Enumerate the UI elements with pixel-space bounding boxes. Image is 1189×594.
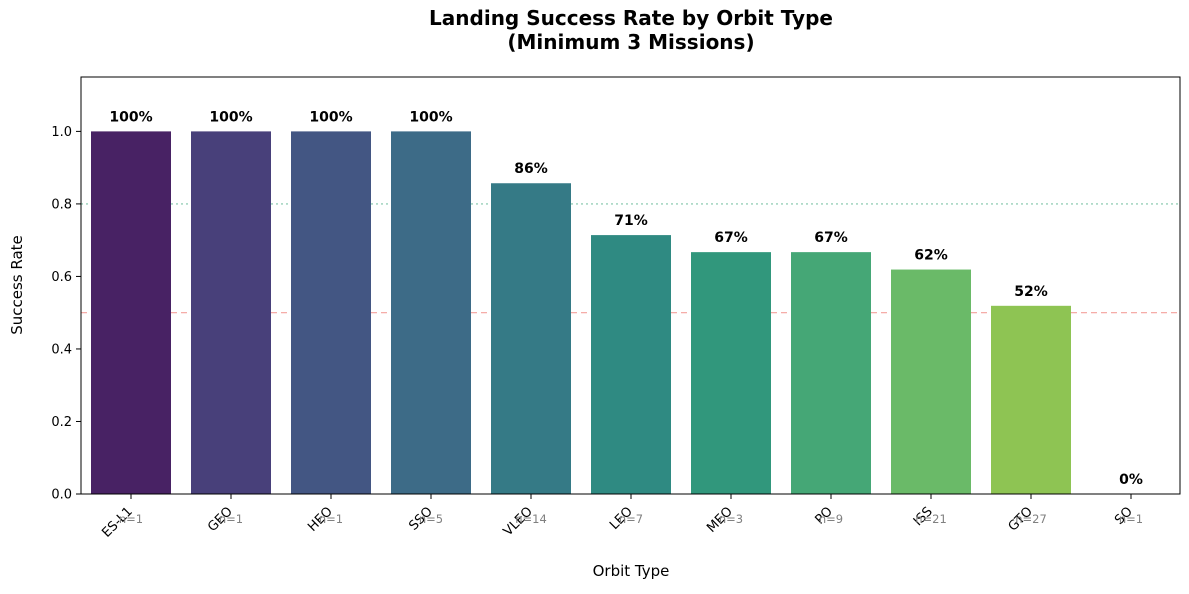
bar-vleo[interactable]	[491, 183, 571, 494]
mission-count-label: n=5	[419, 512, 443, 526]
mission-count-label: n=3	[719, 512, 743, 526]
bar-meo[interactable]	[691, 252, 771, 494]
bar-leo[interactable]	[591, 235, 671, 494]
bar-iss[interactable]	[891, 269, 971, 494]
mission-count-label: n=9	[819, 512, 843, 526]
y-axis-label: Success Rate	[8, 235, 26, 335]
mission-count-label: n=1	[119, 512, 143, 526]
bar-po[interactable]	[791, 252, 871, 494]
bar-value-label: 71%	[614, 213, 648, 229]
y-tick-label: 0.6	[51, 270, 72, 285]
bar-value-label: 67%	[814, 230, 848, 246]
y-tick-label: 0.8	[51, 197, 72, 212]
mission-count-label: n=1	[1119, 512, 1143, 526]
y-tick-label: 0.4	[51, 342, 72, 357]
chart-title-line1: Landing Success Rate by Orbit Type	[429, 6, 833, 30]
bar-value-label: 100%	[209, 109, 252, 125]
y-tick-label: 1.0	[51, 125, 72, 140]
bar-value-label: 86%	[514, 161, 548, 177]
bar-value-label: 67%	[714, 230, 748, 246]
bar-sso[interactable]	[391, 131, 471, 495]
bar-es-l1[interactable]	[91, 131, 171, 495]
mission-count-label: n=1	[319, 512, 343, 526]
bar-heo[interactable]	[291, 131, 371, 495]
mission-count-label: n=27	[1015, 512, 1047, 526]
chart-title-line2: (Minimum 3 Missions)	[507, 30, 754, 54]
bar-gto[interactable]	[991, 305, 1071, 494]
mission-count-label: n=7	[619, 512, 643, 526]
bar-value-label: 100%	[109, 109, 152, 125]
bar-value-label: 52%	[1014, 284, 1048, 300]
bar-value-label: 0%	[1119, 472, 1143, 488]
bar-value-label: 62%	[914, 248, 948, 264]
mission-count-label: n=21	[915, 512, 947, 526]
bar-geo[interactable]	[191, 131, 271, 495]
x-axis-label: Orbit Type	[593, 562, 670, 580]
y-tick-label: 0.0	[51, 488, 72, 503]
y-tick-label: 0.2	[51, 415, 72, 430]
plot-area: 100% 100% 100% 100% 86% 71% 67% 67% 62% 52% 0% 0.0 0…	[51, 76, 1181, 541]
bar-value-label: 100%	[309, 109, 352, 125]
bar-value-label: 100%	[409, 109, 452, 125]
mission-count-label: n=14	[515, 512, 547, 526]
mission-count-label: n=1	[219, 512, 243, 526]
